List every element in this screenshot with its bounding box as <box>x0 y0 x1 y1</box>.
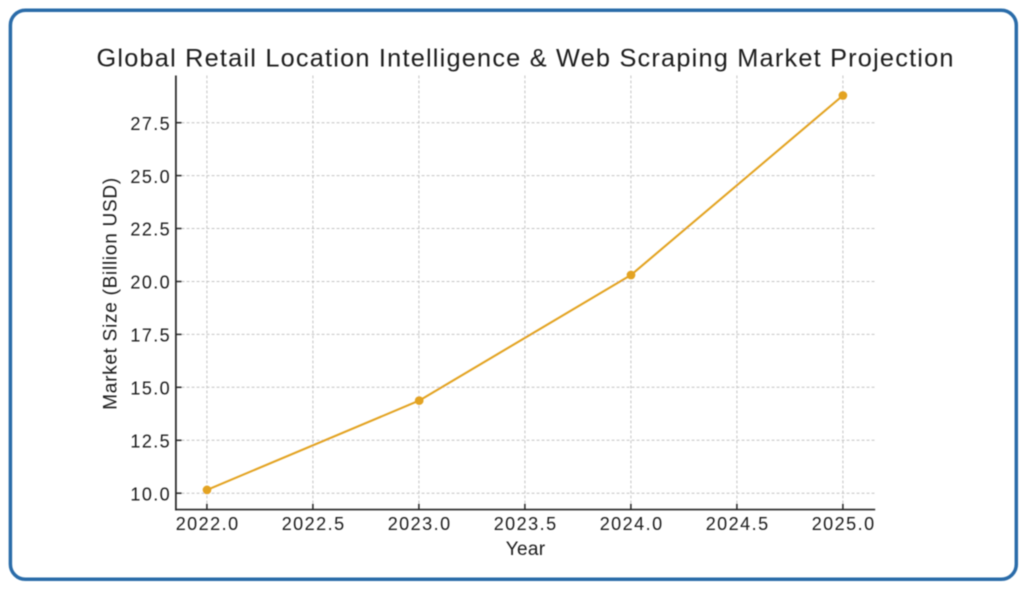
svg-text:10.0: 10.0 <box>130 484 169 504</box>
svg-text:2022.5: 2022.5 <box>282 514 344 534</box>
svg-text:17.5: 17.5 <box>130 326 169 346</box>
svg-text:25.0: 25.0 <box>130 167 169 187</box>
svg-text:2023.0: 2023.0 <box>388 514 450 534</box>
svg-text:Global Retail Location Intelli: Global Retail Location Intelligence & We… <box>97 44 954 72</box>
svg-text:2024.0: 2024.0 <box>600 514 662 534</box>
svg-text:22.5: 22.5 <box>130 220 169 240</box>
svg-text:2022.0: 2022.0 <box>176 514 238 534</box>
svg-text:Year: Year <box>506 539 546 560</box>
svg-text:12.5: 12.5 <box>130 432 169 452</box>
svg-text:2023.5: 2023.5 <box>494 514 556 534</box>
svg-text:2025.0: 2025.0 <box>812 514 874 534</box>
svg-text:27.5: 27.5 <box>130 114 169 134</box>
svg-text:2024.5: 2024.5 <box>706 514 768 534</box>
svg-text:Market Size (Billion USD): Market Size (Billion USD) <box>101 178 122 410</box>
svg-text:20.0: 20.0 <box>130 273 169 293</box>
svg-text:15.0: 15.0 <box>130 379 169 399</box>
